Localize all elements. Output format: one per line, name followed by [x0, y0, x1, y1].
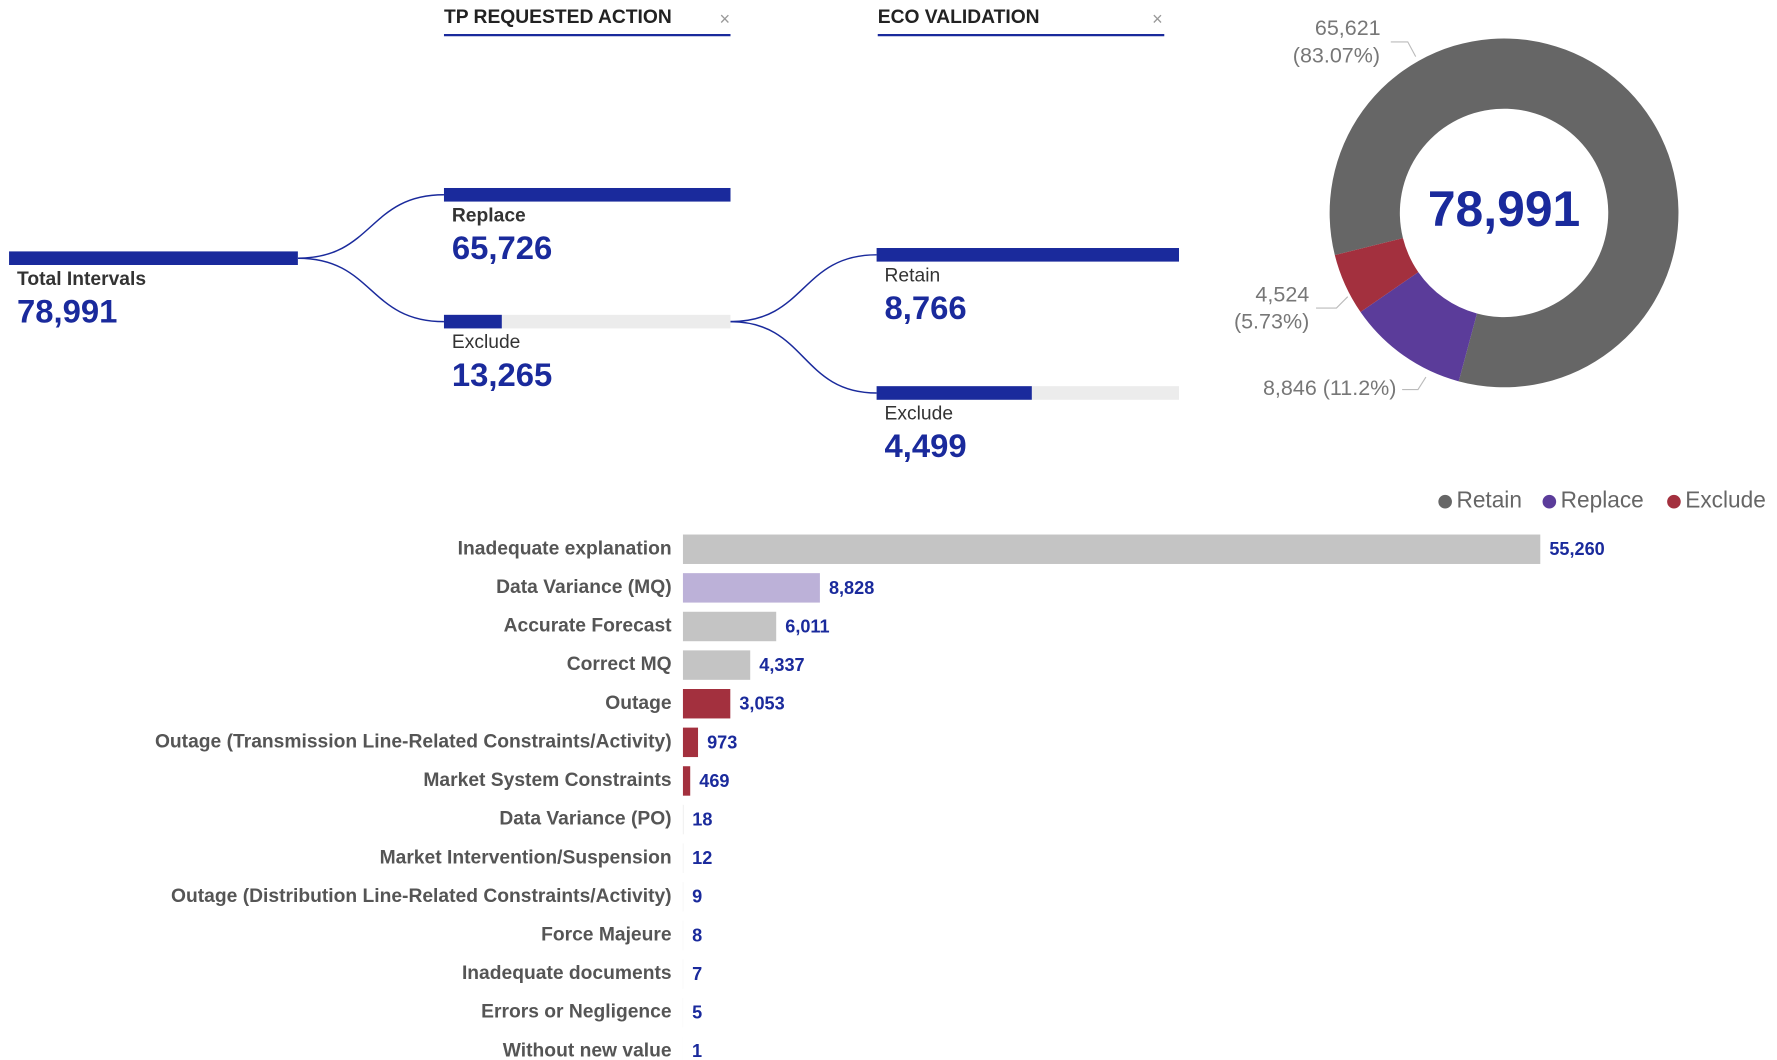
donut-data-label: 65,621	[1315, 16, 1381, 40]
donut-data-label: 4,524	[1255, 282, 1309, 306]
donut-data-label: 8,846 (11.2%)	[1263, 376, 1396, 400]
node-value: 78,991	[17, 292, 117, 329]
legend-swatch	[1667, 494, 1681, 509]
connector	[730, 320, 877, 394]
bar-value-label: 973	[707, 732, 737, 752]
node-label: Exclude	[885, 404, 953, 425]
bar	[682, 727, 699, 758]
category-label: Inadequate documents	[462, 963, 672, 984]
connector	[297, 194, 444, 259]
node-value: 8,766	[885, 289, 967, 326]
legend-label: Exclude	[1685, 487, 1766, 513]
donut-data-label: (5.73%)	[1234, 309, 1309, 333]
legend-swatch	[1542, 494, 1557, 509]
connector	[730, 254, 877, 323]
category-label: Without new value	[503, 1040, 672, 1060]
legend-label: Retain	[1456, 487, 1521, 513]
bar	[682, 650, 751, 680]
leader-line	[1402, 376, 1427, 391]
node-value: 4,499	[885, 427, 967, 464]
node-label: Retain	[885, 265, 941, 286]
category-label: Correct MQ	[567, 654, 672, 675]
bar-value-label: 18	[692, 809, 712, 829]
bar-value-label: 4,337	[759, 655, 804, 675]
connector	[297, 257, 444, 323]
bar-value-label: 8	[692, 925, 702, 945]
category-label: Force Majeure	[541, 925, 672, 946]
category-label: Errors or Negligence	[481, 1002, 672, 1023]
category-label: Outage (Distribution Line-Related Constr…	[171, 886, 672, 907]
donut-slice	[1334, 238, 1419, 312]
category-label: Data Variance (PO)	[499, 809, 671, 830]
node-value: 65,726	[452, 229, 552, 266]
donut-center-value: 78,991	[1428, 181, 1580, 237]
bar-value-label: 7	[692, 964, 702, 984]
column-header: ECO VALIDATION	[878, 7, 1040, 28]
column-header: TP REQUESTED ACTION	[444, 7, 672, 28]
bar-value-label: 469	[699, 771, 729, 791]
legend-label: Replace	[1561, 487, 1644, 513]
legend-swatch	[1438, 494, 1452, 509]
bar-value-label: 3,053	[739, 694, 784, 714]
node-bar	[876, 248, 1180, 262]
node-label: Exclude	[452, 332, 520, 353]
donut-slice	[1329, 38, 1679, 388]
bar-value-label: 9	[692, 887, 702, 907]
donut-data-label: (83.07%)	[1293, 43, 1380, 67]
remove-icon[interactable]: ×	[720, 9, 731, 29]
category-label: Market System Constraints	[423, 770, 671, 791]
category-label: Accurate Forecast	[504, 616, 673, 637]
bar	[682, 534, 1541, 564]
bar-value-label: 55,260	[1549, 539, 1604, 559]
bar	[682, 766, 691, 796]
bar-value-label: 5	[692, 1003, 702, 1023]
node-bar	[443, 314, 502, 329]
leader-line	[1316, 296, 1349, 309]
node-label: Total Intervals	[17, 269, 146, 290]
node-bar-track	[443, 314, 731, 329]
category-label: Market Intervention/Suspension	[380, 847, 672, 868]
category-label: Outage	[605, 693, 672, 714]
node-label: Replace	[452, 205, 526, 226]
bar-value-label: 1	[692, 1041, 702, 1060]
remove-icon[interactable]: ×	[1152, 9, 1163, 29]
bar-value-label: 8,828	[829, 578, 874, 598]
node-bar	[443, 187, 731, 202]
donut-slice	[1360, 272, 1477, 382]
bar-value-label: 12	[692, 848, 712, 868]
bar	[682, 689, 731, 719]
leader-line	[1390, 41, 1417, 57]
category-label: Outage (Transmission Line-Related Constr…	[155, 731, 672, 752]
bar	[682, 573, 820, 603]
category-label: Data Variance (MQ)	[496, 577, 671, 598]
category-label: Inadequate explanation	[458, 538, 672, 559]
node-bar	[9, 251, 298, 265]
bar	[682, 611, 777, 642]
bar-value-label: 6,011	[785, 616, 829, 636]
node-bar	[876, 386, 1032, 400]
node-value: 13,265	[452, 356, 552, 393]
